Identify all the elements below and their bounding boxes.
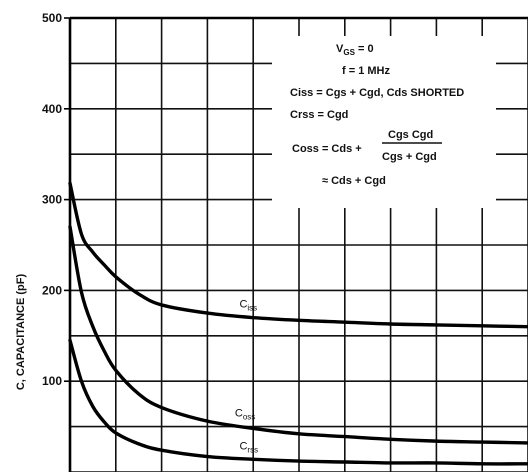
- y-tick-labels: 100 200 300 400 500: [42, 11, 70, 388]
- annotation-line-vgs: VGS = 0: [336, 43, 374, 57]
- y-tick-label: 200: [42, 283, 62, 297]
- annotation-line-coss: Coss = Cds +: [292, 143, 362, 155]
- series-label-crss: Crss: [239, 440, 258, 454]
- annotation-line-crss: Crss = Cgd: [290, 109, 348, 121]
- y-tick-label: 500: [42, 11, 62, 25]
- y-axis-label: C, CAPACITANCE (pF): [15, 274, 27, 391]
- series-line-crss: [68, 338, 528, 466]
- curve-labels: Ciss Coss Crss: [235, 298, 258, 454]
- y-tick-label: 400: [42, 102, 62, 116]
- y-tick-label: 100: [42, 374, 62, 388]
- annotation-fraction-numerator: Cgs Cgd: [388, 129, 433, 141]
- chart-curves: [68, 181, 528, 466]
- annotation-line-approx: ≈ Cds + Cgd: [322, 175, 386, 187]
- series-line-coss: [68, 225, 528, 445]
- annotation-line-ciss: Ciss = Cgs + Cgd, Cds SHORTED: [290, 87, 464, 99]
- series-line-ciss: [68, 181, 528, 329]
- series-label-ciss: Ciss: [239, 298, 257, 312]
- annotation-text: VGS = 0 f = 1 MHz Ciss = Cgs + Cgd, Cds …: [290, 43, 464, 187]
- chart-axes: [68, 16, 528, 472]
- annotation-box: [272, 36, 496, 208]
- annotation-line-freq: f = 1 MHz: [342, 65, 390, 77]
- y-tick-label: 300: [42, 193, 62, 207]
- annotation-fraction-denominator: Cgs + Cgd: [382, 151, 437, 163]
- series-label-coss: Coss: [235, 408, 255, 422]
